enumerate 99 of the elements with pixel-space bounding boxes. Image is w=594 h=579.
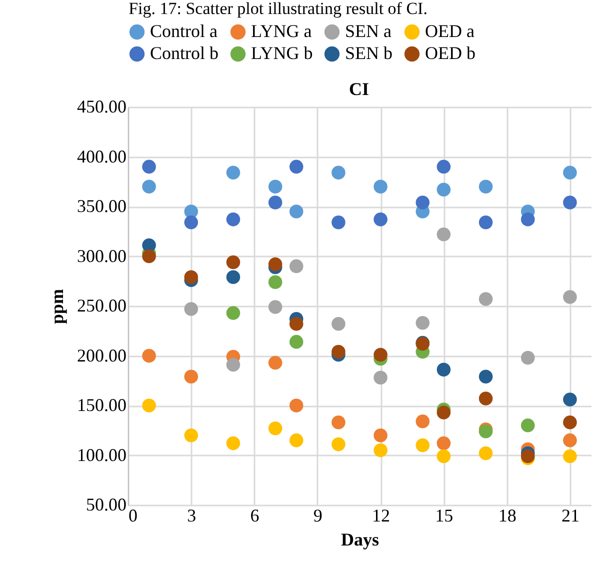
point [184, 302, 198, 316]
point [226, 166, 240, 180]
point [226, 212, 240, 226]
point [332, 317, 346, 331]
point [268, 275, 282, 289]
point [563, 392, 577, 406]
point [332, 166, 346, 180]
point [268, 356, 282, 370]
point [563, 166, 577, 180]
x-tick-label: 12 [372, 506, 390, 526]
point [374, 348, 388, 362]
point [184, 270, 198, 284]
point [436, 182, 451, 196]
point [520, 212, 535, 226]
x-tick-label: 15 [435, 506, 454, 526]
point [289, 334, 304, 349]
point [436, 406, 451, 420]
point [142, 398, 156, 412]
caption: Fig. 17: Scatter plot illustrating result of CI. [128, 0, 428, 18]
y-tick-label: 450.00 [77, 96, 126, 116]
chart-title: CI [348, 79, 370, 99]
point [226, 270, 240, 284]
x-tick-label: 6 [250, 506, 260, 526]
point [289, 259, 304, 274]
point [520, 418, 535, 432]
point [436, 449, 451, 464]
point [436, 160, 451, 174]
point [374, 443, 388, 458]
y-tick-label: 150.00 [77, 395, 126, 415]
legend-label: LYNG a [251, 21, 312, 41]
point [416, 316, 430, 330]
y-tick-label: 50.00 [86, 494, 126, 514]
y-tick-label: 200.00 [77, 345, 126, 366]
point [226, 306, 240, 320]
x-tick-label: 0 [128, 506, 138, 526]
point [563, 196, 577, 210]
point [289, 398, 304, 412]
point [268, 257, 282, 272]
point [289, 160, 304, 174]
x-tick-label: 21 [561, 506, 580, 526]
point [184, 216, 198, 230]
point [478, 392, 493, 406]
point [332, 216, 346, 230]
x-tick-label: 3 [187, 506, 196, 526]
point [478, 446, 493, 460]
point [416, 438, 430, 452]
point [416, 196, 430, 210]
point [268, 300, 282, 314]
legend-label: SEN a [345, 21, 392, 41]
point [142, 348, 156, 363]
point [563, 290, 577, 304]
point [478, 370, 493, 384]
y-tick-label: 400.00 [77, 146, 126, 166]
point [563, 433, 577, 448]
point [332, 437, 346, 452]
legend-label: LYNG b [251, 43, 313, 63]
legend-label: Control a [150, 21, 218, 41]
point [478, 292, 493, 306]
point [289, 204, 304, 218]
y-tick-label: 300.00 [77, 246, 126, 266]
legend-label: Control b [150, 43, 219, 63]
y-tick-label: 350.00 [77, 196, 126, 216]
point [436, 362, 451, 377]
point [374, 428, 388, 442]
x-tick-label: 18 [498, 506, 516, 526]
point [478, 216, 493, 230]
legend-label: SEN b [345, 43, 393, 63]
point [563, 416, 577, 430]
point [268, 422, 282, 436]
point [184, 428, 198, 442]
point [184, 370, 198, 384]
point [268, 180, 282, 194]
point [416, 414, 430, 428]
x-tick-label: 9 [313, 506, 322, 526]
point [268, 196, 282, 210]
legend-label: OED a [425, 21, 474, 41]
point [226, 436, 240, 450]
point [226, 255, 240, 270]
y-axis-title: ppm [47, 288, 67, 324]
point [289, 317, 304, 331]
point [142, 180, 156, 194]
point [142, 249, 156, 264]
point [436, 227, 451, 242]
point [478, 180, 493, 194]
point [374, 212, 388, 226]
point [142, 160, 156, 174]
point [436, 436, 451, 450]
point [374, 370, 388, 385]
point [332, 416, 346, 430]
point [332, 344, 346, 359]
legend-label: OED b [425, 43, 476, 63]
y-tick-label: 250.00 [77, 296, 126, 316]
point [563, 449, 577, 464]
point [226, 358, 240, 372]
point [520, 350, 535, 365]
y-tick-label: 100.00 [77, 444, 126, 465]
point [374, 180, 388, 194]
x-axis-title: Days [340, 530, 380, 550]
point [289, 433, 304, 448]
